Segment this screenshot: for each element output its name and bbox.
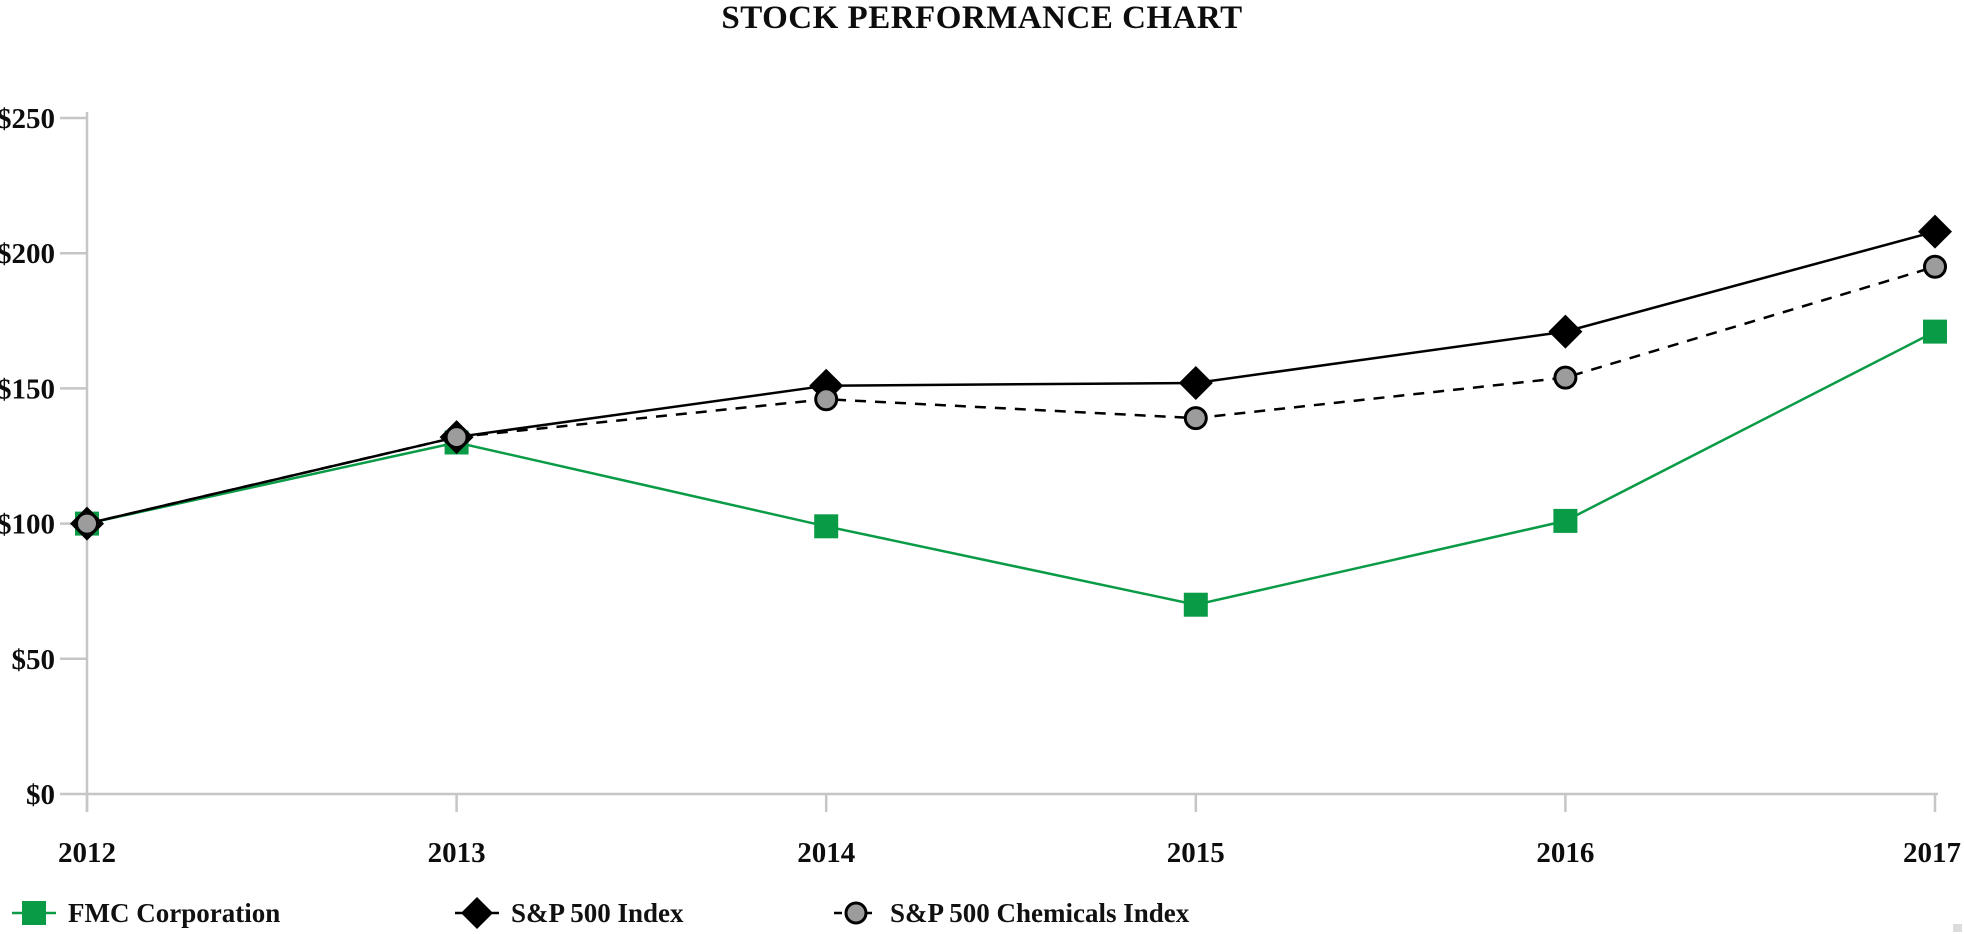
marker-chemicals-2013 [444,425,469,450]
marker-chemicals-2012 [75,511,99,536]
x-tick-label-2015: 2015 [1167,837,1225,869]
marker-sp500-2016 [1548,314,1583,349]
marker-chemicals-2016 [1553,365,1578,390]
y-tick-label-$50: $50 [12,644,56,676]
x-tick-label-2016: 2016 [1536,837,1594,869]
series-line-sp500 [86,230,1936,525]
legend-item-sp500: S&P 500 Index [455,892,684,934]
legend-label-fmc: FMC Corporation [68,897,281,928]
y-tick-label-$200: $200 [0,238,55,270]
y-tick-label-$0: $0 [26,779,55,811]
x-tick-label-2013: 2013 [428,837,486,869]
marker-fmc-2015 [1183,592,1208,617]
legend-item-fmc: FMC Corporation [12,892,280,934]
chart-title: STOCK PERFORMANCE CHART [721,0,1243,36]
legend-item-chemicals: S&P 500 Chemicals Index [834,892,1189,934]
sp500-diamond-icon [455,897,499,929]
marker-sp500-2015 [1178,365,1213,400]
marker-chemicals-2017 [1923,254,1947,279]
series-line-fmc [86,330,1936,606]
y-tick-label-$250: $250 [0,103,55,135]
x-tick-label-2014: 2014 [797,837,855,869]
marker-fmc-2017 [1923,319,1947,344]
scrollbar-corner-artifact [1953,924,1962,932]
y-tick-label-$100: $100 [0,509,55,541]
marker-fmc-2016 [1553,508,1578,533]
marker-sp500-2017 [1918,214,1952,249]
marker-chemicals-2014 [814,387,839,412]
marker-fmc-2014 [814,514,839,539]
marker-chemicals-2015 [1183,406,1208,431]
chemicals-circle-icon [834,901,878,925]
series-line-chemicals [86,265,1936,525]
fmc-square-icon [12,901,56,925]
x-tick-label-2017: 2017 [1903,837,1961,869]
legend-label-chemicals: S&P 500 Chemicals Index [890,897,1190,928]
legend-label-sp500: S&P 500 Index [511,897,684,928]
chart-legend: FMC Corporation S&P 500 Index S&P 500 Ch… [0,892,1964,934]
x-tick-label-2012: 2012 [58,837,116,869]
y-tick-label-$150: $150 [0,373,55,405]
